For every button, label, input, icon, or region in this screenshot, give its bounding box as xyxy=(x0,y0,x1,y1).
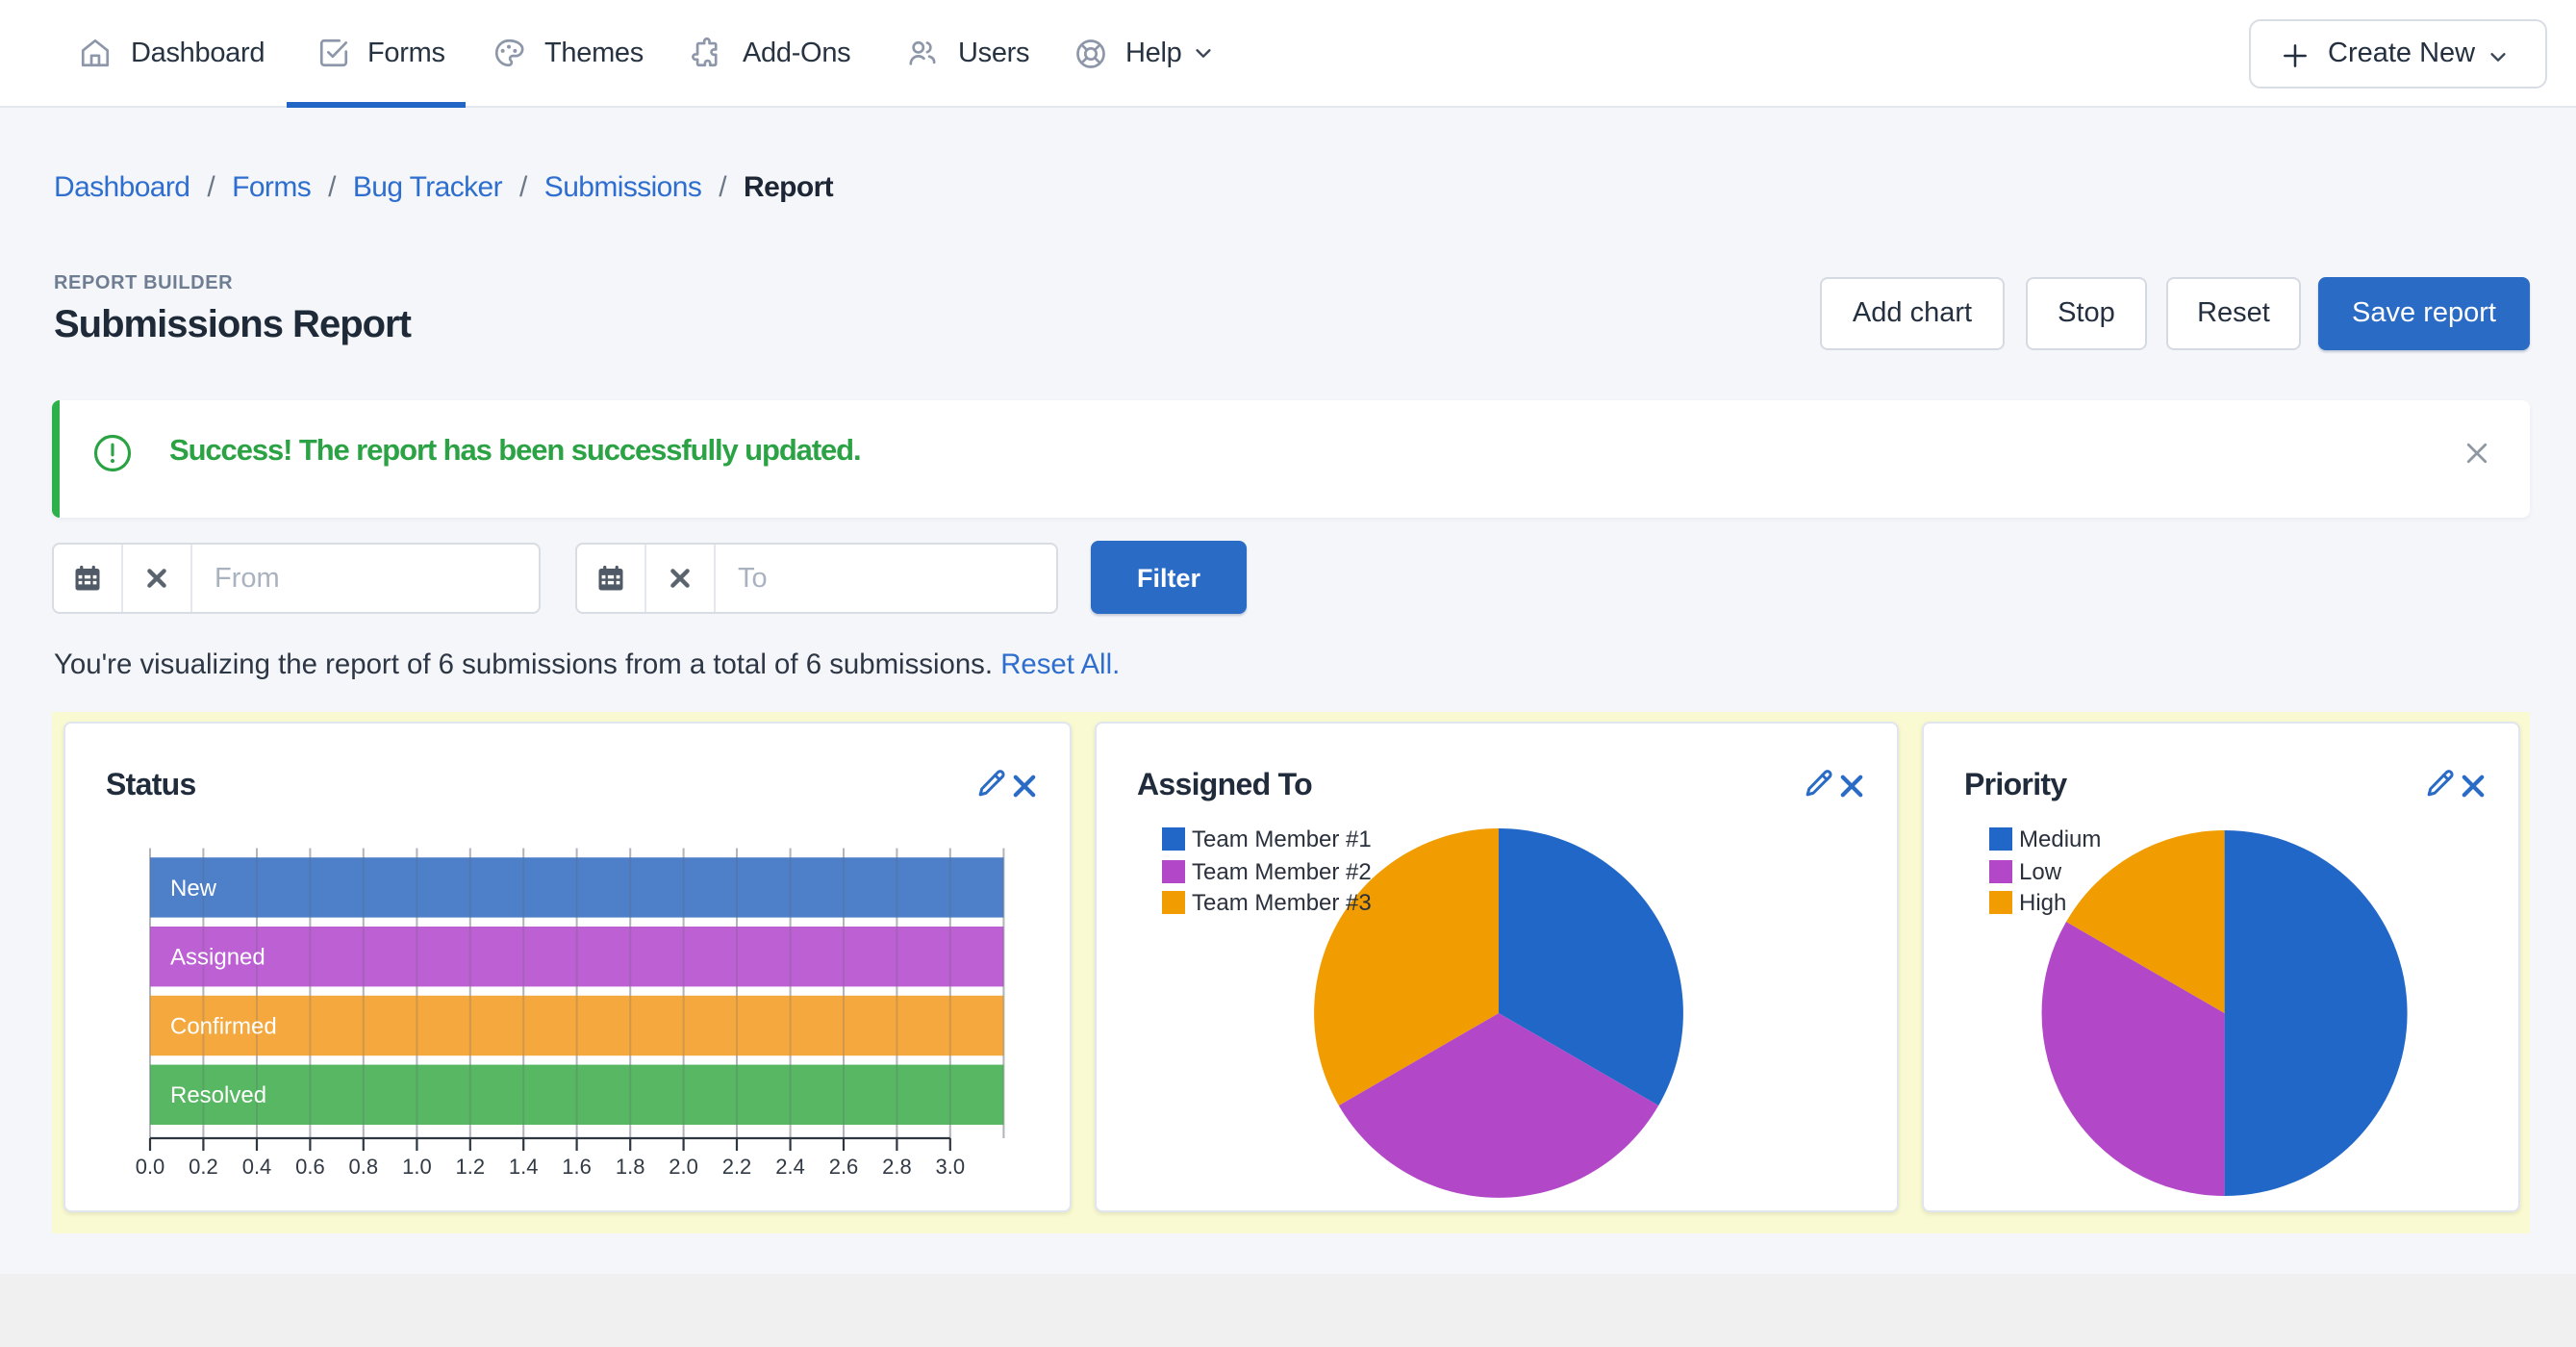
svg-text:0.8: 0.8 xyxy=(349,1155,379,1179)
svg-text:Confirmed: Confirmed xyxy=(170,1013,277,1039)
svg-text:2.0: 2.0 xyxy=(669,1155,698,1179)
svg-text:2.6: 2.6 xyxy=(829,1155,859,1179)
svg-text:1.0: 1.0 xyxy=(402,1155,432,1179)
svg-text:New: New xyxy=(170,876,217,902)
svg-text:2.4: 2.4 xyxy=(775,1155,805,1179)
svg-text:1.2: 1.2 xyxy=(456,1155,486,1179)
svg-text:0.6: 0.6 xyxy=(295,1155,325,1179)
svg-text:1.6: 1.6 xyxy=(562,1155,592,1179)
svg-text:Resolved: Resolved xyxy=(170,1082,266,1108)
svg-text:0.0: 0.0 xyxy=(136,1155,165,1179)
svg-text:1.8: 1.8 xyxy=(616,1155,645,1179)
svg-text:3.0: 3.0 xyxy=(936,1155,966,1179)
svg-text:1.4: 1.4 xyxy=(509,1155,539,1179)
svg-text:0.4: 0.4 xyxy=(242,1155,272,1179)
svg-text:Assigned: Assigned xyxy=(170,945,265,971)
svg-text:2.2: 2.2 xyxy=(722,1155,752,1179)
svg-text:2.8: 2.8 xyxy=(882,1155,912,1179)
svg-text:0.2: 0.2 xyxy=(189,1155,218,1179)
